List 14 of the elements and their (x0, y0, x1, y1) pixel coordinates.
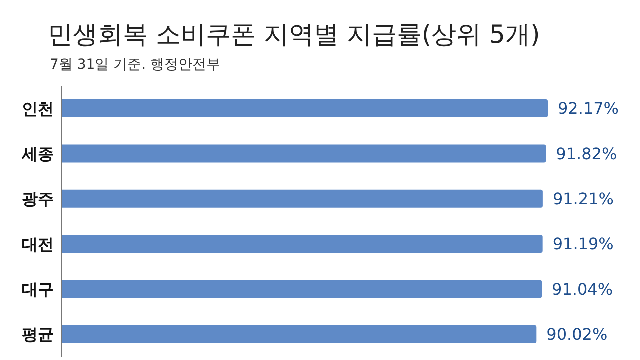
y-tick-label: 평균 (22, 325, 54, 344)
data-label: 91.21% (552, 190, 614, 209)
chart-subtitle: 7월 31일 기준. 행정안전부 (50, 56, 221, 74)
data-label: 90.02% (546, 325, 608, 344)
y-tick-label: 세종 (21, 144, 54, 164)
y-tick-label: 인천 (22, 99, 54, 118)
y-tick-label: 광주 (22, 190, 54, 209)
data-label: 92.17% (558, 99, 620, 118)
y-tick-label: 대구 (22, 280, 54, 299)
data-label: 91.04% (552, 280, 614, 299)
data-label: 91.19% (552, 234, 614, 254)
data-label: 91.82% (556, 144, 618, 164)
chart-title: 민생회복 소비쿠폰 지역별 지급률(상위 5개) (48, 19, 540, 51)
y-tick-label: 대전 (22, 234, 54, 254)
